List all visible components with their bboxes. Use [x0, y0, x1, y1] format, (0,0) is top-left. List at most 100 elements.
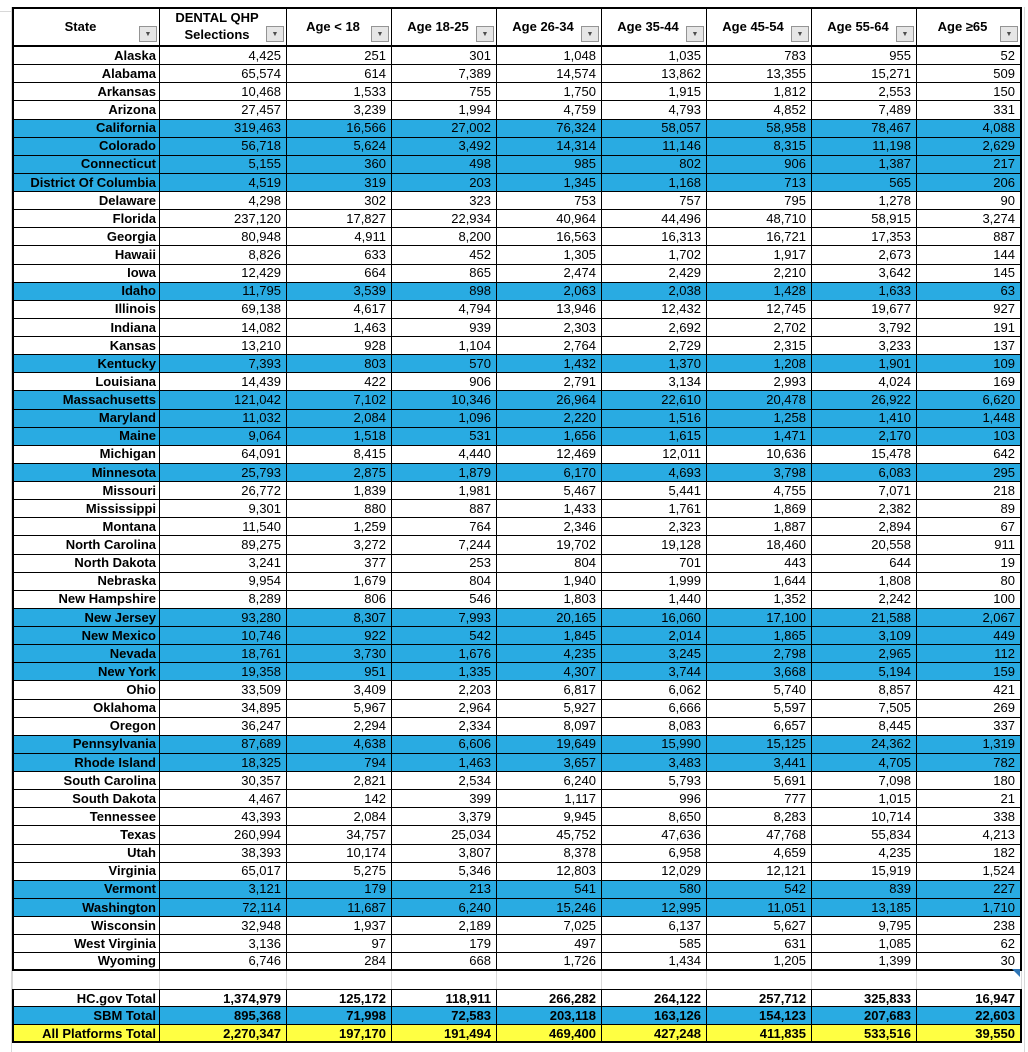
value-cell-dental-qhp-selections[interactable]: 14,439: [160, 373, 287, 392]
value-cell-age-lt-18[interactable]: 794: [287, 753, 392, 772]
value-cell-age-26-34[interactable]: 40,964: [497, 210, 602, 229]
state-cell[interactable]: Wyoming: [12, 953, 160, 972]
value-cell-age-35-44[interactable]: 1,999: [602, 572, 707, 591]
value-cell-age-55-64[interactable]: 8,857: [812, 681, 917, 700]
filter-dropdown-button[interactable]: ▼: [896, 26, 914, 42]
value-cell-age-45-54[interactable]: 4,755: [707, 482, 812, 501]
value-cell-age-26-34[interactable]: 4,759: [497, 101, 602, 120]
value-cell-age-35-44[interactable]: 12,432: [602, 300, 707, 319]
state-cell[interactable]: Pennsylvania: [12, 735, 160, 754]
total-value-cell-age-18-25[interactable]: 118,911: [392, 989, 497, 1008]
value-cell-age-55-64[interactable]: 9,795: [812, 917, 917, 936]
state-cell[interactable]: Texas: [12, 826, 160, 845]
value-cell-age-45-54[interactable]: 1,352: [707, 590, 812, 609]
value-cell-dental-qhp-selections[interactable]: 14,082: [160, 318, 287, 337]
value-cell-age-lt-18[interactable]: 1,937: [287, 917, 392, 936]
value-cell-age-35-44[interactable]: 12,029: [602, 862, 707, 881]
value-cell-age-35-44[interactable]: 3,245: [602, 645, 707, 664]
value-cell-age-45-54[interactable]: 1,812: [707, 83, 812, 102]
value-cell-age-lt-18[interactable]: 251: [287, 47, 392, 66]
state-cell[interactable]: Alaska: [12, 47, 160, 66]
value-cell-age-45-54[interactable]: 1,428: [707, 282, 812, 301]
value-cell-dental-qhp-selections[interactable]: 87,689: [160, 735, 287, 754]
value-cell-age-ge-65[interactable]: 103: [917, 427, 1022, 446]
value-cell-dental-qhp-selections[interactable]: 8,289: [160, 590, 287, 609]
value-cell-age-18-25[interactable]: 2,189: [392, 917, 497, 936]
column-header-age-45-54[interactable]: Age 45-54 ▼: [707, 7, 812, 47]
empty-cell[interactable]: [707, 971, 812, 990]
value-cell-dental-qhp-selections[interactable]: 27,457: [160, 101, 287, 120]
value-cell-age-35-44[interactable]: 12,011: [602, 445, 707, 464]
value-cell-age-18-25[interactable]: 1,981: [392, 482, 497, 501]
value-cell-age-55-64[interactable]: 78,467: [812, 119, 917, 138]
value-cell-dental-qhp-selections[interactable]: 33,509: [160, 681, 287, 700]
value-cell-age-35-44[interactable]: 44,496: [602, 210, 707, 229]
value-cell-age-26-34[interactable]: 2,220: [497, 409, 602, 428]
state-cell[interactable]: Kansas: [12, 337, 160, 356]
value-cell-age-26-34[interactable]: 1,750: [497, 83, 602, 102]
total-value-cell-age-18-25[interactable]: 191,494: [392, 1025, 497, 1044]
total-value-cell-age-lt-18[interactable]: 125,172: [287, 989, 392, 1008]
value-cell-dental-qhp-selections[interactable]: 260,994: [160, 826, 287, 845]
value-cell-age-18-25[interactable]: 27,002: [392, 119, 497, 138]
value-cell-age-18-25[interactable]: 4,794: [392, 300, 497, 319]
value-cell-age-55-64[interactable]: 20,558: [812, 536, 917, 555]
state-cell[interactable]: Ohio: [12, 681, 160, 700]
total-value-cell-age-35-44[interactable]: 163,126: [602, 1007, 707, 1026]
value-cell-dental-qhp-selections[interactable]: 7,393: [160, 355, 287, 374]
value-cell-age-55-64[interactable]: 2,553: [812, 83, 917, 102]
total-value-cell-age-ge-65[interactable]: 22,603: [917, 1007, 1022, 1026]
value-cell-age-18-25[interactable]: 301: [392, 47, 497, 66]
state-cell[interactable]: Virginia: [12, 862, 160, 881]
value-cell-age-18-25[interactable]: 452: [392, 246, 497, 265]
total-value-cell-age-ge-65[interactable]: 16,947: [917, 989, 1022, 1008]
value-cell-age-35-44[interactable]: 6,958: [602, 844, 707, 863]
value-cell-age-45-54[interactable]: 5,627: [707, 917, 812, 936]
value-cell-age-26-34[interactable]: 20,165: [497, 608, 602, 627]
total-value-cell-age-55-64[interactable]: 207,683: [812, 1007, 917, 1026]
value-cell-age-ge-65[interactable]: 145: [917, 264, 1022, 283]
total-value-cell-age-26-34[interactable]: 203,118: [497, 1007, 602, 1026]
value-cell-age-ge-65[interactable]: 62: [917, 935, 1022, 954]
value-cell-age-35-44[interactable]: 2,692: [602, 318, 707, 337]
value-cell-age-45-54[interactable]: 47,768: [707, 826, 812, 845]
value-cell-age-55-64[interactable]: 6,083: [812, 463, 917, 482]
value-cell-dental-qhp-selections[interactable]: 319,463: [160, 119, 287, 138]
value-cell-age-lt-18[interactable]: 3,409: [287, 681, 392, 700]
value-cell-age-45-54[interactable]: 1,644: [707, 572, 812, 591]
value-cell-age-lt-18[interactable]: 8,307: [287, 608, 392, 627]
value-cell-age-ge-65[interactable]: 782: [917, 753, 1022, 772]
value-cell-dental-qhp-selections[interactable]: 237,120: [160, 210, 287, 229]
value-cell-age-35-44[interactable]: 1,035: [602, 47, 707, 66]
value-cell-age-ge-65[interactable]: 227: [917, 880, 1022, 899]
value-cell-age-45-54[interactable]: 2,798: [707, 645, 812, 664]
value-cell-age-26-34[interactable]: 541: [497, 880, 602, 899]
value-cell-age-35-44[interactable]: 5,441: [602, 482, 707, 501]
value-cell-age-18-25[interactable]: 906: [392, 373, 497, 392]
value-cell-age-ge-65[interactable]: 331: [917, 101, 1022, 120]
value-cell-age-35-44[interactable]: 16,313: [602, 228, 707, 247]
value-cell-age-55-64[interactable]: 1,387: [812, 155, 917, 174]
value-cell-age-45-54[interactable]: 4,852: [707, 101, 812, 120]
value-cell-age-18-25[interactable]: 3,492: [392, 137, 497, 156]
value-cell-age-lt-18[interactable]: 5,624: [287, 137, 392, 156]
value-cell-age-26-34[interactable]: 1,117: [497, 790, 602, 809]
value-cell-age-18-25[interactable]: 570: [392, 355, 497, 374]
value-cell-age-45-54[interactable]: 5,740: [707, 681, 812, 700]
value-cell-age-26-34[interactable]: 1,845: [497, 627, 602, 646]
value-cell-age-55-64[interactable]: 15,478: [812, 445, 917, 464]
value-cell-age-ge-65[interactable]: 1,710: [917, 898, 1022, 917]
state-cell[interactable]: Georgia: [12, 228, 160, 247]
value-cell-age-55-64[interactable]: 839: [812, 880, 917, 899]
value-cell-age-35-44[interactable]: 19,128: [602, 536, 707, 555]
value-cell-age-lt-18[interactable]: 10,174: [287, 844, 392, 863]
state-cell[interactable]: Massachusetts: [12, 391, 160, 410]
value-cell-age-lt-18[interactable]: 614: [287, 65, 392, 84]
state-cell[interactable]: Wisconsin: [12, 917, 160, 936]
value-cell-age-35-44[interactable]: 58,057: [602, 119, 707, 138]
value-cell-age-lt-18[interactable]: 1,839: [287, 482, 392, 501]
value-cell-age-35-44[interactable]: 2,323: [602, 518, 707, 537]
value-cell-dental-qhp-selections[interactable]: 65,574: [160, 65, 287, 84]
value-cell-age-18-25[interactable]: 7,244: [392, 536, 497, 555]
value-cell-dental-qhp-selections[interactable]: 4,298: [160, 192, 287, 211]
